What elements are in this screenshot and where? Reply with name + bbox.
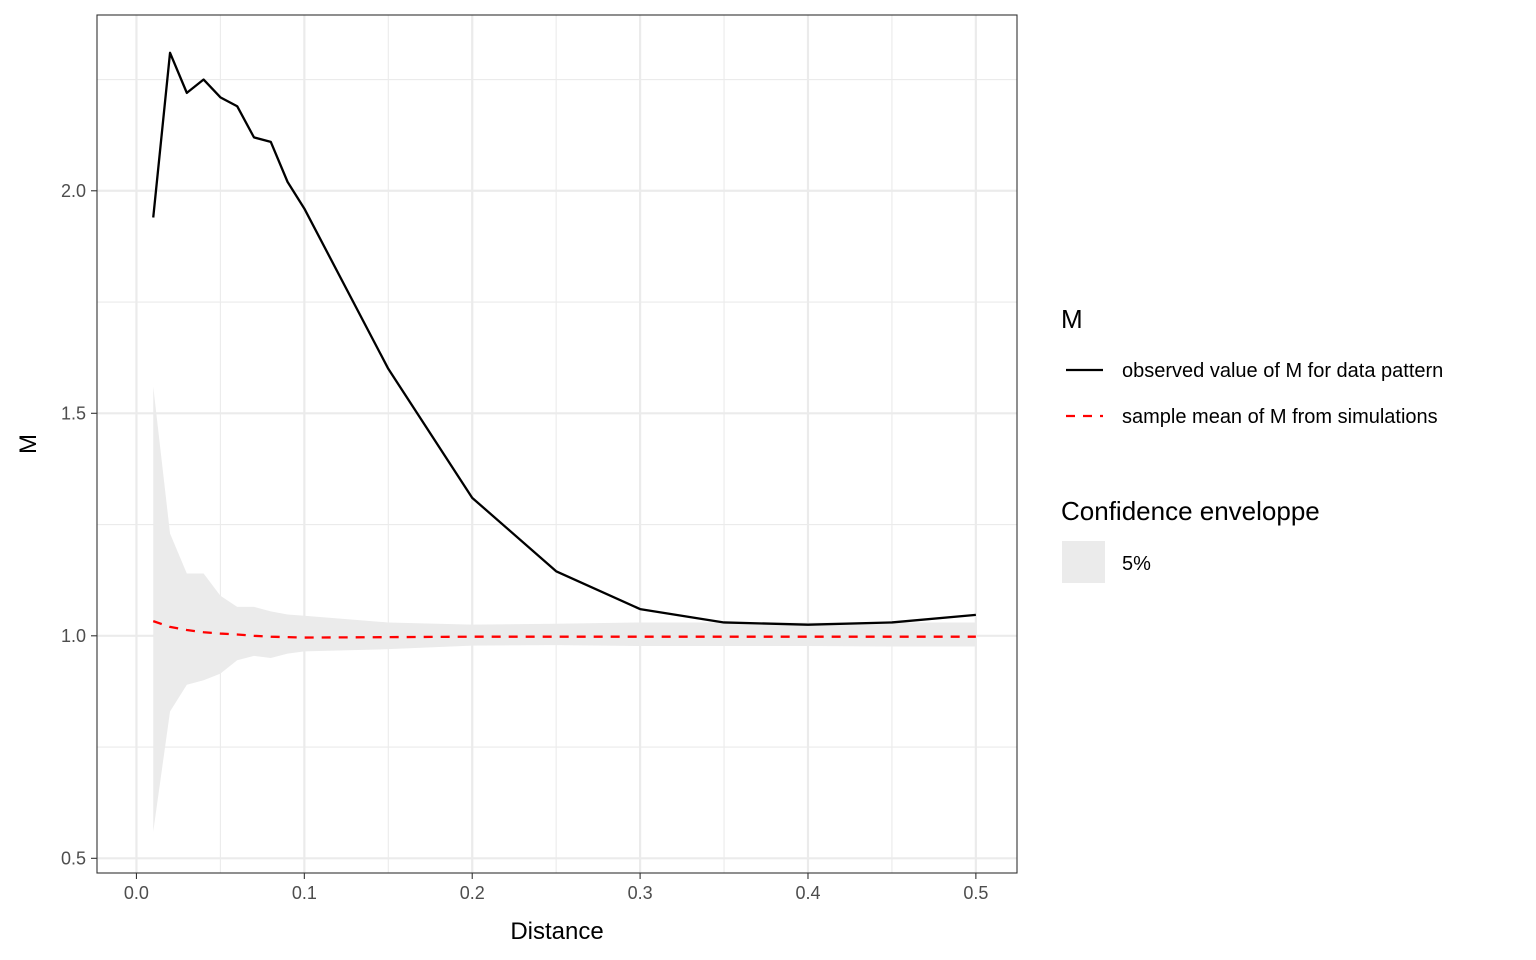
simulated-mean-m-line bbox=[152, 620, 976, 639]
y-axis: 0.5 1.0 1.5 2.0 bbox=[61, 181, 97, 868]
y-axis-title: M bbox=[15, 434, 42, 454]
x-tick-label: 0.5 bbox=[963, 883, 988, 903]
legend-title-m: M bbox=[1061, 304, 1083, 334]
legend-label-observed: observed value of M for data pattern bbox=[1122, 360, 1443, 382]
panel-border bbox=[96, 14, 1018, 874]
x-axis-title: Distance bbox=[510, 918, 603, 945]
grid-minor bbox=[97, 15, 1017, 873]
series-layer bbox=[152, 51, 976, 639]
y-tick-label: 1.0 bbox=[61, 626, 86, 646]
legend-key-envelope bbox=[1062, 541, 1105, 583]
legend-title-envelope: Confidence enveloppe bbox=[1061, 496, 1320, 526]
x-tick-label: 0.4 bbox=[795, 883, 820, 903]
observed-m-line bbox=[152, 51, 976, 626]
y-tick-label: 2.0 bbox=[61, 181, 86, 201]
x-tick-label: 0.0 bbox=[124, 883, 149, 903]
legend-label-simulated-mean: sample mean of M from simulations bbox=[1122, 406, 1438, 428]
x-tick-label: 0.2 bbox=[460, 883, 485, 903]
x-tick-label: 0.1 bbox=[292, 883, 317, 903]
y-tick-label: 0.5 bbox=[61, 848, 86, 868]
x-axis: 0.0 0.1 0.2 0.3 0.4 0.5 bbox=[124, 873, 988, 903]
y-tick-label: 1.5 bbox=[61, 403, 86, 423]
legend-label-envelope: 5% bbox=[1122, 553, 1151, 575]
x-tick-label: 0.3 bbox=[628, 883, 653, 903]
